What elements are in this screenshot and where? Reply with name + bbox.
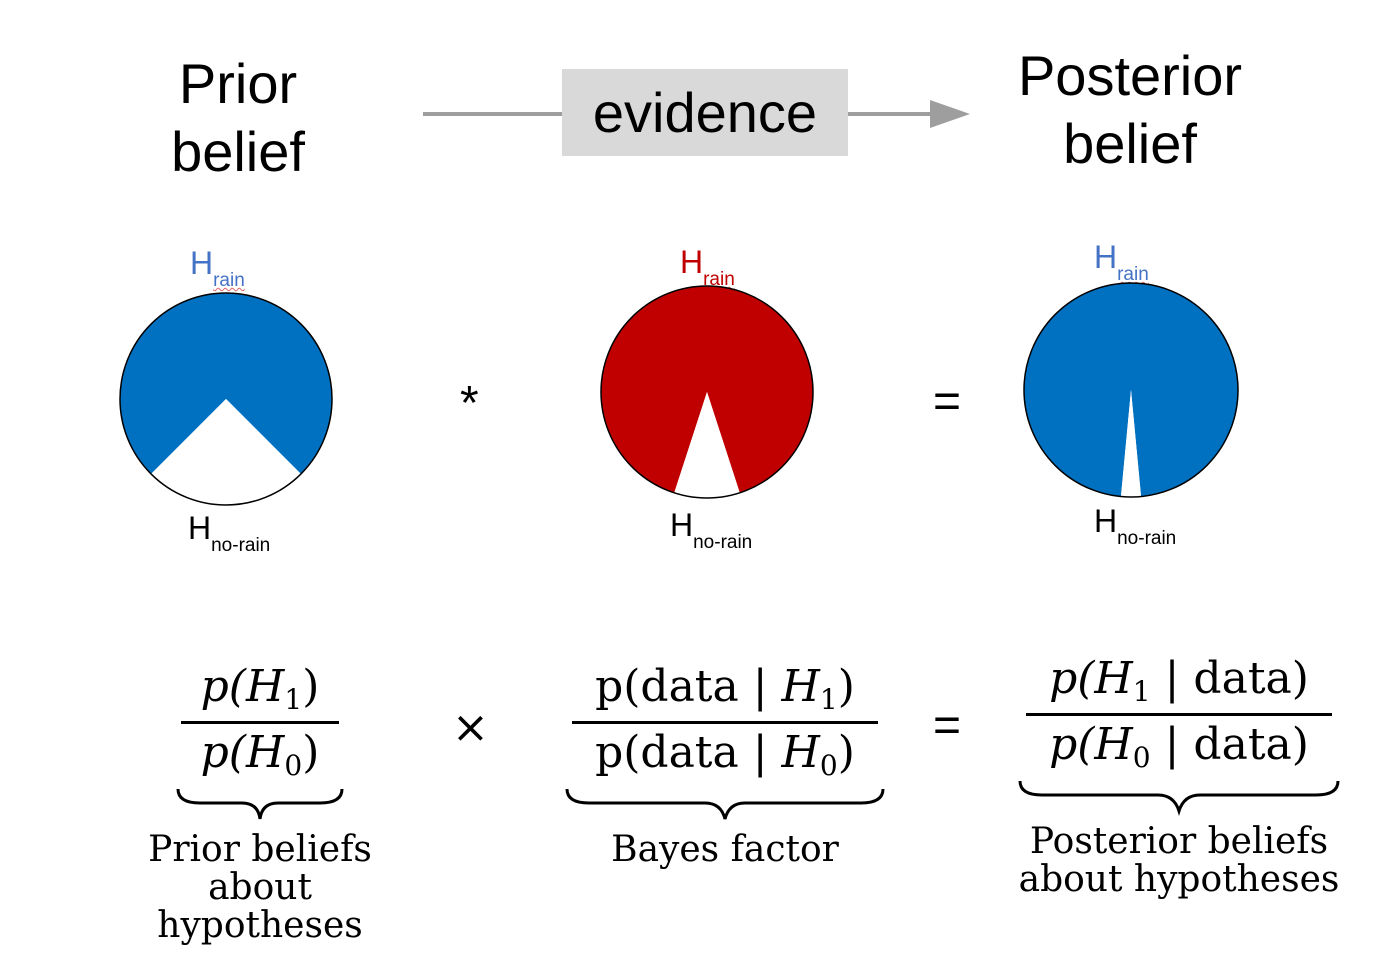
prior-brace bbox=[176, 788, 344, 820]
posterior-belief-title: Posterior belief bbox=[1017, 44, 1243, 175]
arrow-right-segment bbox=[848, 112, 938, 116]
prior-numerator: p(H1) bbox=[200, 661, 320, 716]
bayes-caption: Bayes factor bbox=[611, 829, 839, 870]
posterior-numerator: p(H1 | data) bbox=[1049, 653, 1309, 708]
pie-outline bbox=[119, 292, 333, 506]
posterior-caption-line1: Posterior beliefs bbox=[1029, 821, 1329, 862]
pie-no-rain-slice bbox=[151, 399, 301, 506]
pie1-h-rain-label: Hrain bbox=[190, 245, 245, 291]
posterior-fraction-bar bbox=[1026, 713, 1332, 716]
prior-denominator: p(H0) bbox=[200, 727, 320, 782]
pie3-h-no-rain-label: Hno-rain bbox=[1094, 503, 1177, 549]
pie-rain-slice bbox=[601, 286, 813, 493]
pie2-h-rain-label: Hrain bbox=[680, 244, 735, 290]
prior-fraction-bar bbox=[181, 721, 339, 724]
arrow-head-icon bbox=[930, 100, 970, 128]
multiply-operator: * bbox=[460, 377, 479, 430]
posterior-denominator: p(H0 | data) bbox=[1049, 719, 1309, 774]
prior-belief-title: Prior belief bbox=[171, 52, 305, 183]
bayes-brace bbox=[565, 788, 885, 820]
prior-caption-line2: about hypotheses bbox=[157, 867, 363, 946]
pie-rain-slice bbox=[119, 293, 332, 474]
prior-caption-line1: Prior beliefs bbox=[148, 829, 372, 870]
evidence-label: evidence bbox=[592, 81, 818, 144]
prior-odds-formula: p(H1) p(H0) Prior beliefs about hypothes… bbox=[130, 660, 390, 945]
formula-multiply-operator: × bbox=[452, 702, 489, 753]
equals-operator: = bbox=[933, 375, 962, 428]
pie-rain-slice bbox=[1023, 282, 1238, 497]
pie3-h-rain-label: Hrain bbox=[1094, 239, 1149, 285]
bayes-denominator: p(data | H0) bbox=[595, 727, 855, 782]
pie-outline bbox=[1023, 282, 1239, 498]
evidence-box: evidence bbox=[562, 69, 848, 156]
arrow-left-segment bbox=[423, 112, 563, 116]
posterior-odds-formula: p(H1 | data) p(H0 | data) Posterior beli… bbox=[1008, 652, 1350, 899]
bayes-fraction-bar bbox=[572, 721, 878, 724]
pie-no-rain-slice bbox=[1120, 390, 1142, 497]
posterior-caption-line2: about hypotheses bbox=[1018, 859, 1340, 900]
pie-no-rain-slice bbox=[674, 392, 740, 499]
bayes-factor-formula: p(data | H1) p(data | H0) Bayes factor bbox=[555, 660, 895, 869]
pie1-h-no-rain-label: Hno-rain bbox=[188, 510, 271, 556]
pie-outline bbox=[600, 285, 814, 499]
pie2-h-no-rain-label: Hno-rain bbox=[670, 507, 753, 553]
bayes-numerator: p(data | H1) bbox=[595, 661, 855, 716]
posterior-brace bbox=[1018, 780, 1340, 817]
formula-equals-operator: = bbox=[933, 699, 962, 752]
